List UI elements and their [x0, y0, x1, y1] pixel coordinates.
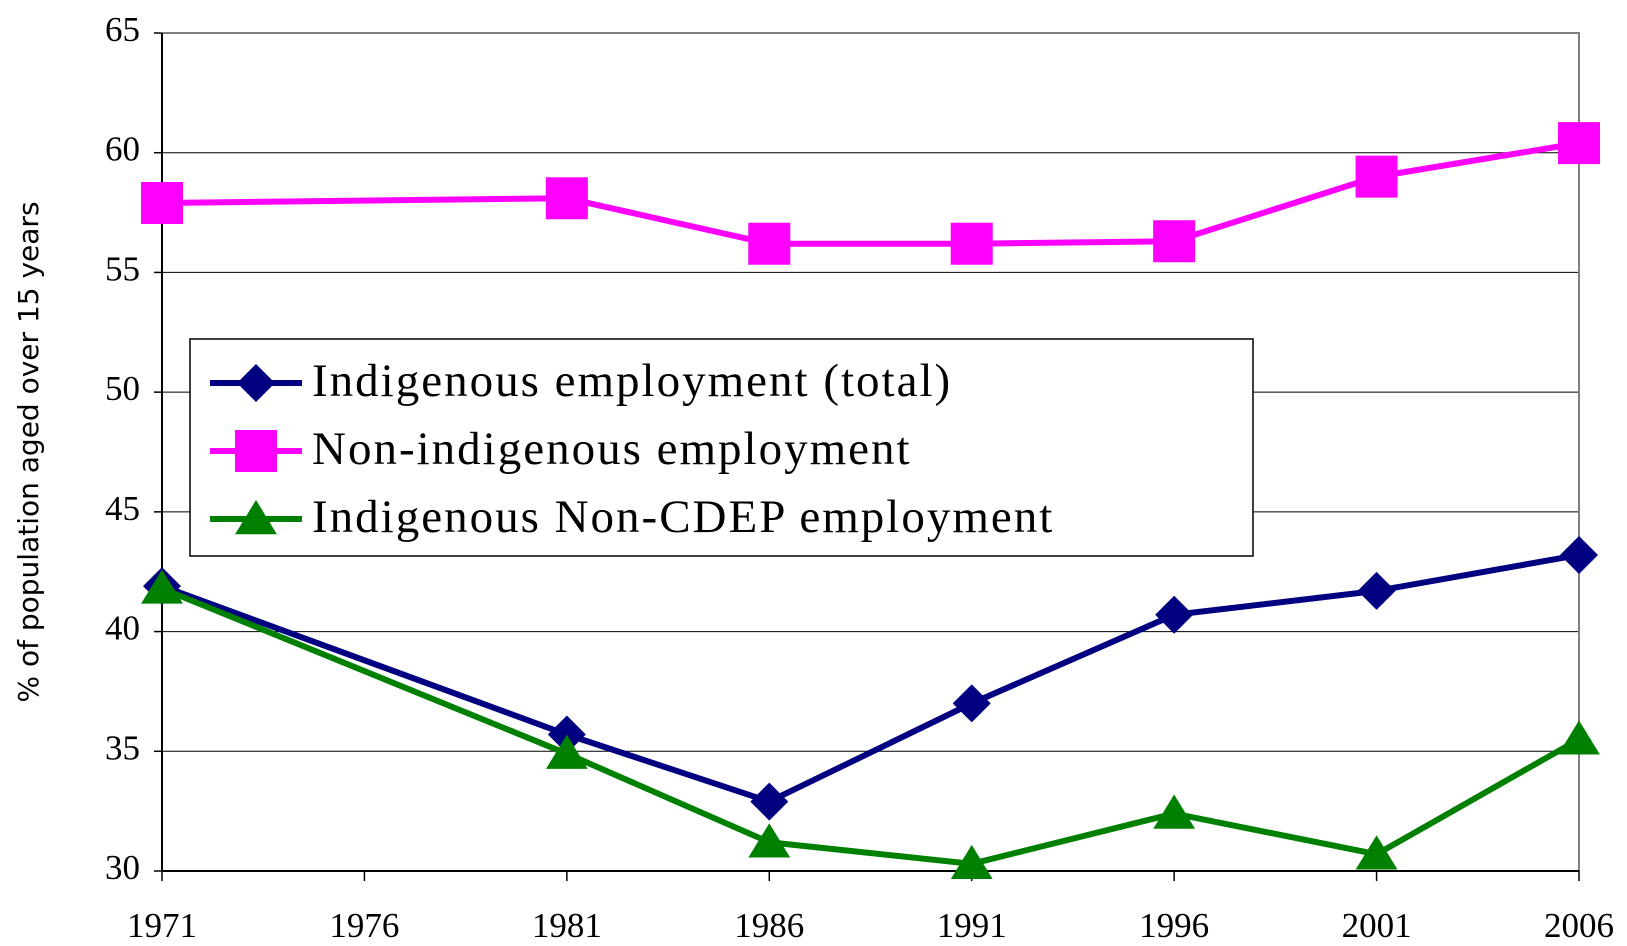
marker-square: [1355, 155, 1398, 198]
x-tick-label: 1996: [1139, 906, 1209, 945]
marker-triangle: [545, 734, 588, 769]
legend-label: Non-indigenous employment: [312, 423, 912, 475]
legend-label: Indigenous employment (total): [312, 355, 952, 407]
marker-triangle: [950, 844, 993, 880]
y-tick-label: 30: [105, 848, 140, 887]
marker-triangle: [1558, 720, 1600, 755]
y-tick-label: 50: [105, 369, 140, 408]
marker-square: [545, 177, 588, 220]
marker-square: [1558, 122, 1600, 165]
legend-marker: [235, 500, 277, 535]
x-tick-label: 1976: [329, 906, 399, 945]
y-tick-label: 35: [105, 728, 140, 767]
legend-label: Indigenous Non-CDEP employment: [312, 491, 1054, 543]
marker-triangle: [141, 569, 183, 604]
y-tick-label: 55: [105, 249, 140, 288]
x-tick-label: 1971: [127, 906, 197, 945]
legend-marker: [235, 430, 277, 472]
y-tick-label: 45: [105, 489, 140, 528]
y-tick-label: 60: [105, 130, 140, 169]
marker-triangle: [1355, 835, 1398, 870]
marker-diamond: [750, 782, 789, 821]
y-axis-label: % of population aged over 15 years: [12, 201, 45, 702]
x-tick-label: 1981: [532, 906, 602, 945]
marker-triangle: [1153, 794, 1196, 829]
marker-square: [950, 222, 993, 265]
y-tick-label: 40: [105, 609, 140, 648]
x-tick-label: 2006: [1544, 906, 1614, 945]
series-line: [160, 585, 1581, 867]
marker-diamond: [547, 715, 586, 754]
legend-box: [189, 338, 1254, 557]
marker-diamond: [1560, 535, 1598, 574]
y-tick-label: 65: [105, 10, 140, 49]
x-tick-label: 2001: [1342, 906, 1412, 945]
marker-square: [1153, 220, 1196, 263]
marker-diamond: [1357, 571, 1396, 610]
marker-diamond: [1155, 595, 1194, 634]
legend-marker: [237, 364, 275, 402]
marker-triangle: [748, 823, 791, 858]
marker-square: [748, 222, 791, 265]
marker-square: [141, 181, 183, 224]
x-tick-label: 1991: [937, 906, 1007, 945]
x-tick-label: 1986: [734, 906, 804, 945]
marker-diamond: [952, 684, 991, 723]
